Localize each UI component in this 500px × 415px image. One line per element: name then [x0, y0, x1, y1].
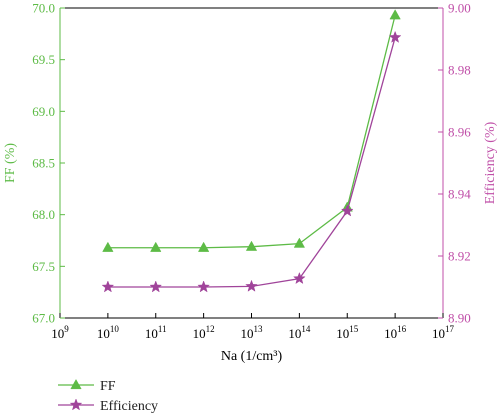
x-axis-title: Na (1/cm³) [221, 349, 283, 364]
x-tick-label: 1017 [432, 324, 455, 341]
left-y-tick-label: 69.0 [32, 104, 55, 119]
left-y-tick-label: 70.0 [32, 1, 55, 16]
x-tick-exponent: 10 [110, 324, 120, 334]
x-tick-exponent: 17 [445, 324, 455, 334]
x-tick-exponent: 11 [158, 324, 167, 334]
data-point-ff [197, 241, 210, 252]
data-point-efficiency [245, 279, 258, 292]
x-tick-base: 10 [193, 326, 206, 341]
x-tick-exponent: 16 [397, 324, 407, 334]
left-y-tick-label: 68.5 [32, 156, 55, 171]
legend-marker-ff [70, 378, 82, 390]
data-point-efficiency [340, 204, 354, 217]
data-point-efficiency [292, 271, 306, 285]
left-y-tick-label: 68.0 [32, 207, 55, 222]
x-tick-label: 1011 [145, 324, 167, 341]
x-tick-base: 10 [241, 326, 254, 341]
left-y-tick-label: 67.5 [32, 259, 55, 274]
series-layer [101, 9, 402, 293]
data-point-ff [150, 241, 162, 252]
data-point-efficiency [149, 280, 163, 293]
x-tick-base: 10 [432, 326, 445, 341]
x-tick-label: 1010 [97, 324, 120, 341]
series-line-ff [107, 15, 396, 249]
data-point-ff [389, 9, 401, 20]
left-y-tick-label: 67.0 [32, 311, 55, 326]
x-tick-base: 10 [51, 326, 64, 341]
legend-label-efficiency: Efficiency [100, 399, 158, 414]
left-y-axis-title: FF (%) [3, 143, 18, 183]
x-tick-base: 10 [288, 326, 301, 341]
right-y-tick-label: 9.00 [448, 1, 471, 16]
axes: 109 1010 1011 1012 1013 1014 1015 1016 101767.06… [3, 1, 498, 365]
right-y-axis-title: Efficiency (%) [483, 121, 498, 204]
x-tick-exponent: 15 [349, 324, 359, 334]
right-y-tick-label: 8.96 [448, 125, 471, 140]
x-tick-label: 1013 [241, 324, 264, 341]
data-point-ff [245, 240, 258, 251]
data-point-ff [102, 241, 114, 252]
right-y-tick-label: 8.92 [448, 249, 471, 264]
x-tick-label: 1015 [336, 324, 359, 341]
x-tick-exponent: 13 [254, 324, 264, 334]
right-y-tick-label: 8.98 [448, 63, 471, 78]
legend-marker-efficiency [69, 398, 83, 411]
x-tick-label: 1014 [288, 324, 311, 341]
legend: FF Efficiency [58, 378, 158, 414]
x-tick-base: 10 [145, 326, 158, 341]
x-tick-exponent: 14 [301, 324, 311, 334]
right-y-tick-label: 8.94 [448, 187, 471, 202]
x-tick-base: 10 [336, 326, 349, 341]
data-point-efficiency [388, 30, 402, 43]
legend-label-ff: FF [100, 379, 116, 394]
x-tick-exponent: 12 [206, 324, 215, 334]
x-tick-exponent: 9 [64, 324, 69, 334]
data-point-efficiency [101, 280, 115, 293]
x-tick-base: 10 [384, 326, 397, 341]
left-y-tick-label: 69.5 [32, 52, 55, 67]
x-tick-label: 109 [51, 324, 69, 341]
x-tick-label: 1016 [384, 324, 407, 341]
right-y-tick-label: 8.90 [448, 311, 471, 326]
x-tick-base: 10 [97, 326, 110, 341]
x-tick-label: 1012 [193, 324, 215, 341]
data-point-ff [293, 237, 306, 248]
data-point-efficiency [197, 280, 211, 293]
